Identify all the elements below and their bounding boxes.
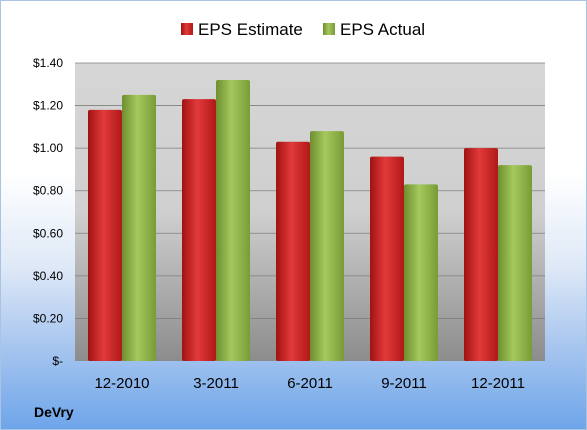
- bar-estimate-12-2011: [464, 148, 498, 361]
- x-tick-label: 3-2011: [193, 375, 239, 392]
- x-tick-label: 12-2010: [94, 375, 149, 392]
- bar-actual-12-2011: [498, 165, 532, 361]
- y-axis: $- $0.20 $0.40 $0.60 $0.80 $1.00 $1.20 $1.40: [33, 56, 63, 368]
- legend-label-actual: EPS Actual: [340, 20, 425, 39]
- bar-estimate-6-2011: [276, 141, 310, 361]
- company-name: DeVry: [34, 404, 74, 420]
- y-tick-label: $1.40: [33, 56, 63, 70]
- y-tick-label: $1.20: [33, 99, 63, 113]
- bar-actual-9-2011: [404, 184, 438, 361]
- legend-label-estimate: EPS Estimate: [198, 20, 303, 39]
- y-tick-label: $1.00: [33, 141, 63, 155]
- y-tick-label: $0.40: [33, 269, 63, 283]
- bars-group: [88, 80, 532, 362]
- x-tick-label: 9-2011: [381, 375, 427, 392]
- y-tick-label: $0.20: [33, 311, 63, 325]
- y-tick-label: $0.80: [33, 184, 63, 198]
- x-axis: 12-2010 3-2011 6-2011 9-2011 12-2011: [94, 375, 525, 392]
- y-tick-label: $0.60: [33, 226, 63, 240]
- bar-estimate-9-2011: [370, 156, 404, 361]
- y-tick-label: $-: [52, 354, 63, 368]
- bar-estimate-12-2010: [88, 109, 122, 361]
- legend-swatch-actual: [323, 23, 335, 35]
- x-tick-label: 12-2011: [471, 375, 525, 392]
- bar-estimate-3-2011: [182, 99, 216, 361]
- legend-swatch-estimate: [181, 23, 193, 35]
- x-tick-label: 6-2011: [287, 375, 333, 392]
- bar-actual-12-2010: [122, 94, 156, 361]
- legend: EPS Estimate EPS Actual: [181, 20, 425, 39]
- bar-actual-3-2011: [216, 80, 250, 362]
- bar-actual-6-2011: [310, 131, 344, 361]
